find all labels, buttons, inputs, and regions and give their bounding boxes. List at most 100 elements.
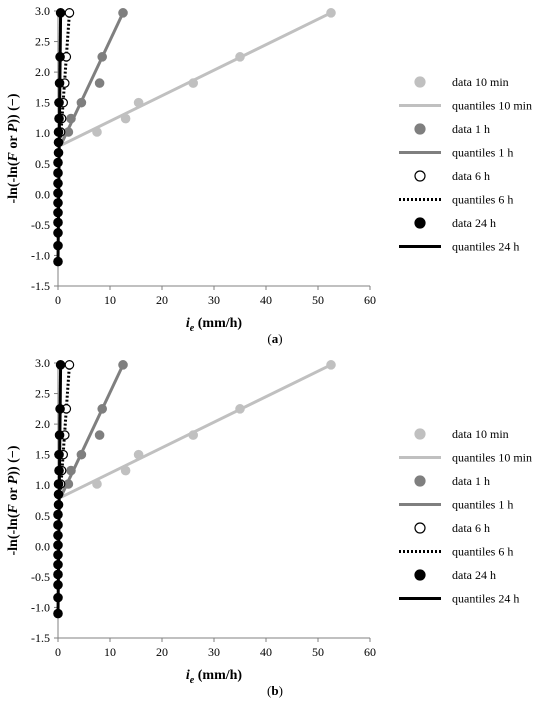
series-line-quantiles-1-h [59, 364, 125, 499]
y-tick-label: 1.5 [35, 448, 50, 462]
data-point-data-24-h [53, 569, 63, 580]
data-point-data-24-h [53, 559, 63, 570]
data-point-data-24-h [53, 228, 63, 238]
x-tick-label: 0 [55, 293, 61, 307]
data-point-data-24-h [55, 8, 66, 18]
data-point-data-1-h [118, 360, 128, 370]
data-point-data-24-h [53, 530, 63, 541]
y-tick-label: 1.0 [35, 126, 50, 140]
data-point-data-1-h [66, 465, 76, 476]
data-point-data-24-h [53, 489, 64, 500]
legend-marker [414, 76, 426, 88]
data-point-data-24-h [53, 137, 64, 148]
x-tick-label: 60 [364, 645, 376, 659]
data-point-data-10-min [188, 78, 198, 88]
data-point-data-24-h [54, 430, 65, 440]
data-point-data-24-h [54, 97, 64, 108]
data-point-data-1-h [76, 97, 87, 108]
y-tick-label: 0.5 [35, 509, 50, 523]
data-point-data-10-min [235, 404, 245, 414]
x-tick-label: 60 [364, 293, 376, 307]
x-tick-label: 30 [208, 293, 220, 307]
legend-label: data 1 h [452, 122, 490, 136]
data-point-data-24-h [53, 580, 63, 590]
legend-marker [414, 217, 426, 229]
data-point-data-24-h [54, 465, 64, 476]
y-tick-label: -1.0 [31, 248, 50, 262]
data-point-data-10-min [133, 97, 144, 108]
y-tick-label: 0.0 [35, 187, 50, 201]
y-axis-title: -ln(-ln(F or P)) (−) [6, 93, 21, 203]
data-point-data-24-h [53, 540, 63, 550]
data-point-data-24-h [55, 52, 65, 62]
x-tick-label: 10 [104, 645, 116, 659]
legend-label: data 6 h [452, 521, 490, 535]
legend-marker [414, 569, 426, 581]
data-point-data-1-h [63, 127, 74, 137]
data-point-data-1-h [94, 430, 105, 440]
x-tick-label: 50 [312, 645, 324, 659]
y-tick-label: 3.0 [35, 4, 50, 18]
x-axis-title: ie (mm/h) [186, 668, 243, 686]
x-tick-label: 50 [312, 293, 324, 307]
panel-caption: (a) [267, 331, 282, 346]
legend-label: quantiles 1 h [452, 498, 513, 512]
data-point-data-24-h [55, 360, 66, 370]
data-point-data-10-min [188, 430, 198, 440]
data-point-data-24-h [53, 520, 63, 530]
legend-label: quantiles 24 h [452, 240, 519, 254]
x-tick-label: 30 [208, 645, 220, 659]
legend-label: quantiles 10 min [452, 451, 532, 465]
x-tick-label: 0 [55, 645, 61, 659]
data-point-data-1-h [97, 404, 107, 414]
chart-b-svg: -1.5 -1.0 -0.5 0.0 0.5 1.0 1.5 2.0 2.5 3.0 0 10 20 30… [6, 356, 532, 698]
data-point-data-1-h [97, 52, 107, 62]
legend-marker [414, 522, 426, 534]
data-point-data-24-h [53, 550, 63, 560]
x-tick-label: 40 [260, 293, 272, 307]
data-point-data-24-h [53, 592, 63, 603]
data-point-data-24-h [54, 449, 64, 460]
data-point-data-10-min [92, 127, 102, 137]
x-tick-label: 40 [260, 645, 272, 659]
data-point-data-1-h [76, 449, 87, 460]
x-axis-title: ie (mm/h) [186, 316, 243, 334]
legend-label: data 10 min [452, 427, 509, 441]
legend-label: data 24 h [452, 568, 496, 582]
y-tick-label: -0.5 [31, 218, 50, 232]
data-point-data-24-h [53, 256, 63, 267]
y-tick-label: -1.5 [31, 279, 50, 293]
data-point-data-24-h [53, 217, 63, 228]
x-tick-label: 10 [104, 293, 116, 307]
legend-label: data 10 min [452, 75, 509, 89]
y-tick-label: -0.5 [31, 570, 50, 584]
data-point-data-1-h [63, 479, 74, 489]
x-tick-label: 20 [156, 293, 168, 307]
data-point-data-24-h [53, 127, 64, 137]
chart-a-svg: -1.5 -1.0 -0.5 0.0 0.5 1.0 1.5 2.0 2.5 3.0 0 10 20 30… [6, 4, 532, 346]
data-point-data-24-h [53, 198, 63, 208]
y-tick-label: 2.0 [35, 65, 50, 79]
data-point-data-24-h [53, 499, 64, 510]
data-point-data-10-min [120, 465, 131, 476]
data-point-data-24-h [53, 240, 63, 251]
legend-label: data 1 h [452, 474, 490, 488]
y-tick-label: -1.0 [31, 600, 50, 614]
legend-label: quantiles 1 h [452, 146, 513, 160]
legend-label: data 6 h [452, 169, 490, 183]
data-point-data-6-h [64, 8, 75, 18]
data-point-data-10-min [326, 8, 336, 18]
data-point-data-24-h [54, 78, 65, 88]
y-tick-label: 3.0 [35, 356, 50, 370]
data-point-data-1-h [118, 8, 128, 18]
y-axis-title: -ln(-ln(F or P)) (−) [6, 445, 21, 555]
data-point-data-24-h [53, 168, 63, 178]
data-point-data-1-h [94, 78, 105, 88]
data-point-data-24-h [53, 157, 63, 168]
legend-marker [414, 475, 426, 487]
data-point-data-24-h [53, 608, 63, 619]
data-point-data-24-h [53, 178, 63, 189]
x-tick-label: 20 [156, 645, 168, 659]
y-tick-label: 2.5 [35, 387, 50, 401]
panel-caption: (b) [267, 683, 283, 698]
